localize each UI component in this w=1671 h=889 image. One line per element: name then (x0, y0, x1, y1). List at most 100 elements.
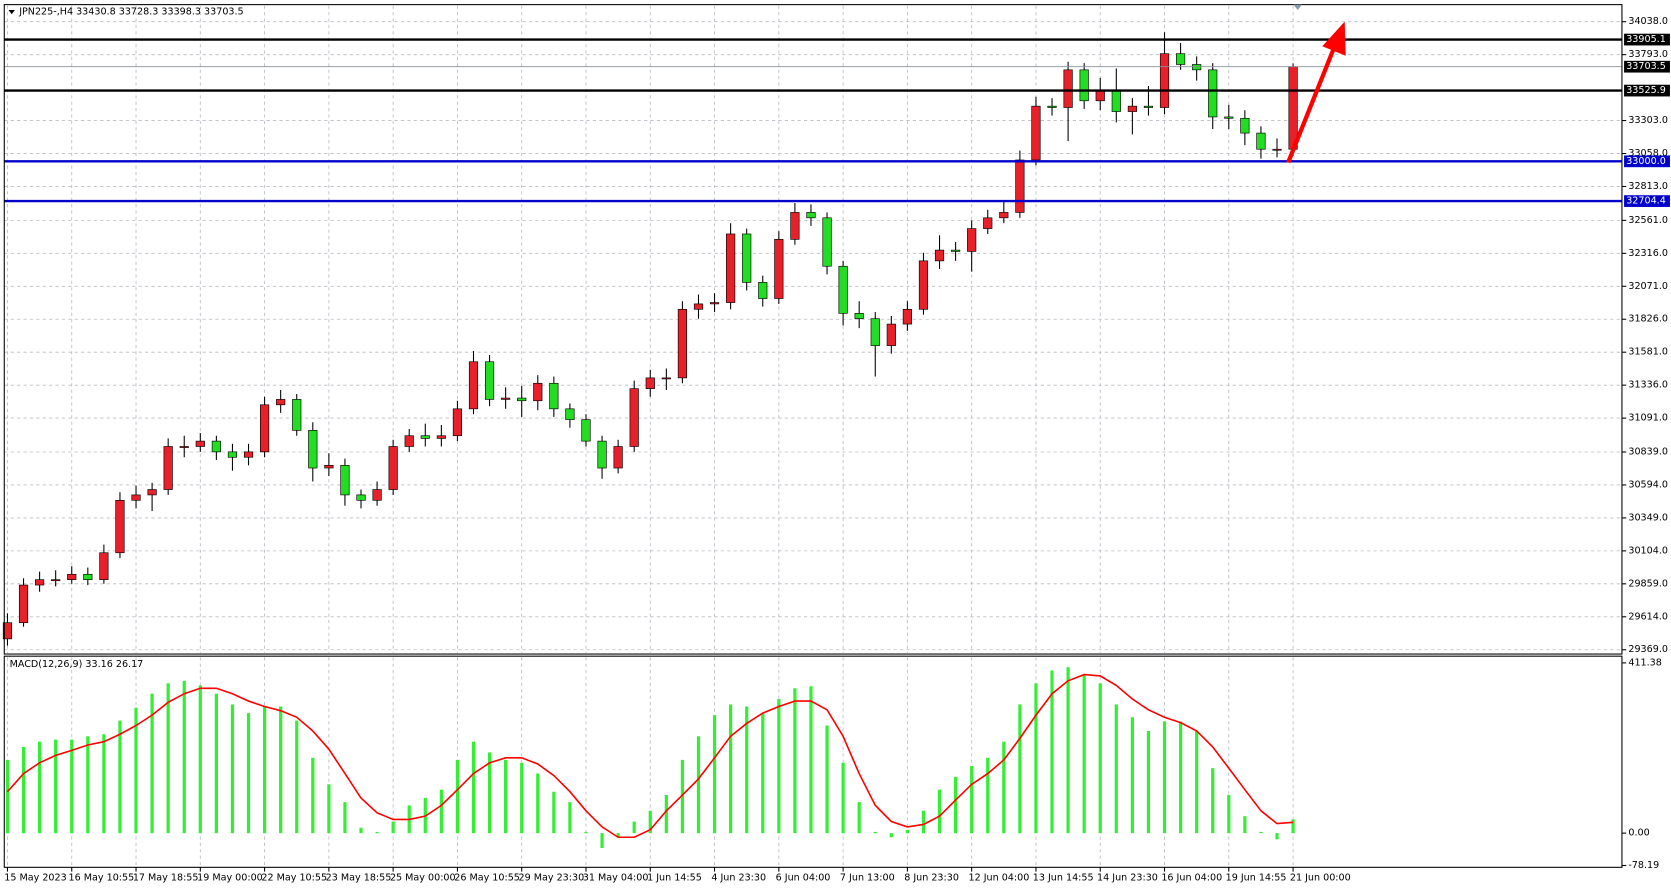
macd-bar (889, 833, 893, 838)
macd-bar (825, 725, 829, 834)
x-tick-label: 19 May 00:00 (197, 872, 263, 883)
macd-bar (793, 688, 797, 834)
candle-body (388, 446, 398, 490)
macd-bar (729, 704, 733, 834)
macd-bar (536, 773, 540, 834)
macd-bar (54, 739, 58, 834)
x-tick-label: 4 Jun 23:30 (711, 872, 766, 883)
main-frame (3, 4, 1623, 655)
candle-body (1031, 105, 1041, 161)
y-tick-label: 0.00 (1628, 828, 1649, 839)
candle-body (661, 377, 671, 380)
candle-body (260, 404, 270, 453)
macd-bar (38, 741, 42, 834)
macd-bar (632, 821, 636, 834)
candle-body (163, 446, 173, 490)
x-tick-label: 21 Jun 00:00 (1290, 872, 1351, 883)
candle-body (67, 573, 77, 580)
y-tick-label: 34038.0 (1628, 16, 1668, 27)
macd-bar (905, 829, 909, 834)
level-label: 33525.9 (1626, 85, 1666, 96)
macd-bar (1291, 819, 1295, 834)
y-tick-label: 31826.0 (1628, 314, 1668, 325)
candle-body (468, 361, 479, 410)
y-tick-label: 32561.0 (1628, 215, 1668, 226)
macd-bar (279, 706, 283, 834)
candle-body (565, 408, 575, 420)
y-tick-label: 33303.0 (1628, 115, 1668, 126)
macd-bar (1018, 704, 1022, 834)
chart-title: JPN225-,H4 33430.8 33728.3 33398.3 33703… (18, 7, 243, 18)
candle-body (179, 446, 189, 448)
macd-bar (600, 833, 604, 849)
macd-bar (954, 776, 958, 834)
y-tick-label: 31336.0 (1628, 380, 1668, 391)
macd-bar (1259, 831, 1263, 834)
macd-bar (1211, 768, 1215, 834)
arrow-shaft (1286, 44, 1338, 164)
macd-bar (568, 802, 572, 834)
x-tick-label: 6 Jun 04:00 (776, 872, 831, 883)
macd-bar (1162, 721, 1167, 834)
macd-bar (761, 713, 765, 834)
macd-bar (439, 789, 443, 834)
y-tick-label: 30349.0 (1628, 512, 1668, 523)
y-tick-label: -78.19 (1628, 860, 1659, 871)
macd-bar (504, 759, 508, 834)
candle-body (517, 397, 527, 402)
x-tick-label: 16 May 10:55 (69, 872, 135, 883)
candle-body (693, 303, 704, 310)
candle-body (774, 239, 784, 299)
y-tick-label: 30594.0 (1628, 479, 1668, 490)
y-tick-label: 30104.0 (1628, 545, 1668, 556)
arrow-head (1322, 21, 1346, 56)
candle-body (1159, 53, 1170, 108)
candle-body (276, 399, 286, 406)
macd-bar (584, 831, 588, 834)
macd-bar (616, 833, 620, 838)
arrow (1286, 21, 1346, 164)
macd-bar (520, 762, 524, 834)
indicator-frame (3, 655, 1623, 868)
shift-marker (1293, 4, 1303, 10)
candle-body (967, 228, 977, 252)
candle-body (2, 622, 13, 640)
x-tick-label: 19 Jun 14:55 (1226, 872, 1287, 883)
x-tick-label: 31 May 04:00 (583, 872, 649, 883)
macd-bar (295, 720, 299, 834)
candle-body (1079, 69, 1089, 102)
level-label: 33905.1 (1626, 34, 1666, 45)
candle-body (951, 249, 961, 252)
y-tick-label: 32071.0 (1628, 281, 1668, 292)
candle-body (1256, 132, 1266, 150)
macd-bar (134, 707, 138, 834)
candle-body (372, 489, 382, 501)
candle-body (501, 397, 511, 400)
candle-body (645, 377, 655, 389)
macd-bar (1034, 683, 1038, 834)
macd-bar (1243, 816, 1247, 834)
menu-triangle[interactable] (8, 9, 15, 15)
level-label: 33000.0 (1626, 156, 1666, 167)
candle-body (806, 212, 816, 219)
macd-bar (487, 752, 492, 834)
x-tick-label: 7 Jun 13:00 (840, 872, 895, 883)
candle-body (918, 260, 929, 310)
y-tick-label: 33058.0 (1628, 148, 1668, 159)
macd-bar (230, 704, 235, 834)
macd-bar (262, 706, 267, 834)
candle-body (1176, 53, 1186, 65)
macd-bar (777, 699, 781, 834)
macd-bar (86, 736, 90, 834)
macd-bar (1130, 717, 1134, 834)
candle-body (581, 419, 591, 442)
macd-bar (214, 693, 218, 834)
level-label-box (1624, 195, 1670, 207)
y-tick-label: 29859.0 (1628, 578, 1668, 589)
macd-bar (198, 685, 202, 834)
candle-body (1208, 69, 1218, 118)
macd-bar (1275, 833, 1279, 840)
candle-body (1127, 105, 1137, 112)
macd-bar (1114, 704, 1118, 834)
candle-body (758, 282, 768, 299)
